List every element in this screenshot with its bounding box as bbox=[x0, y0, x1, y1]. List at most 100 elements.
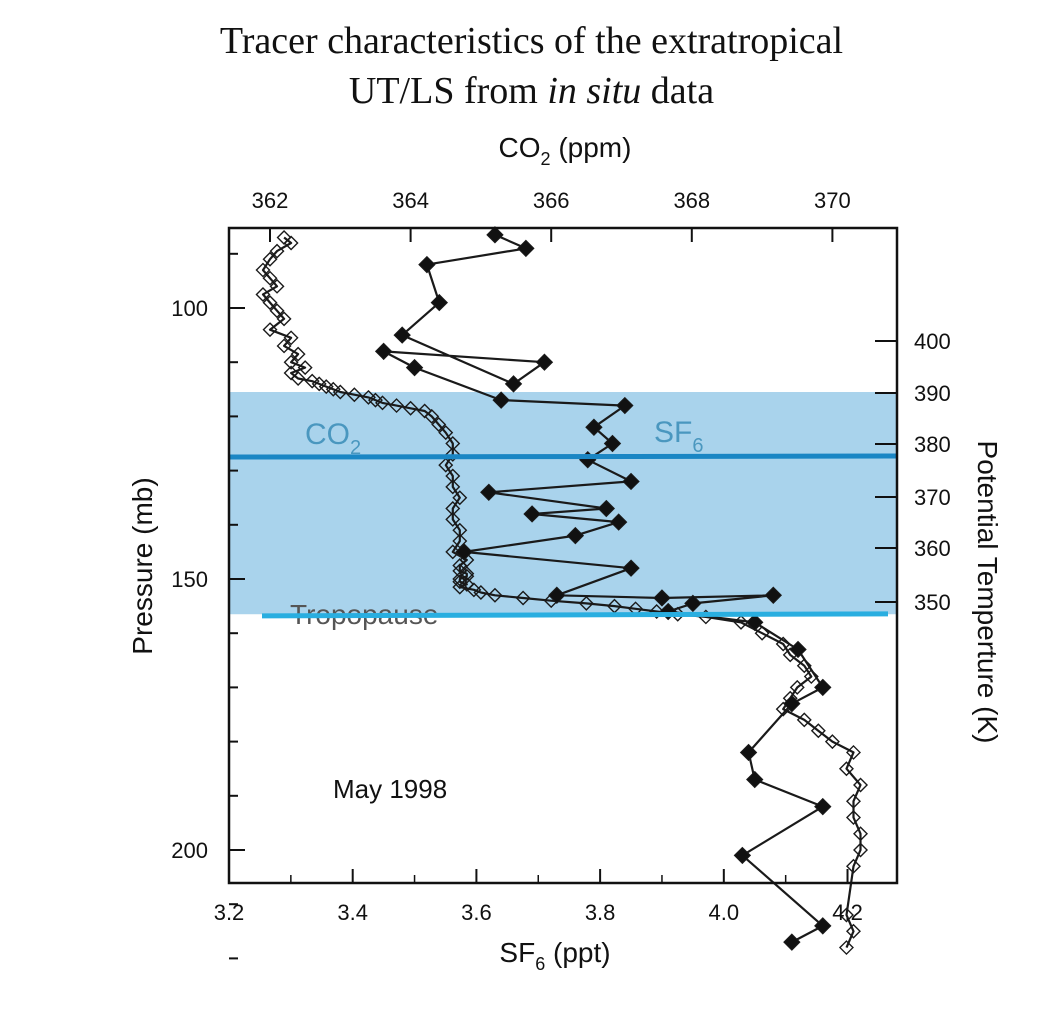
sf6-data-point bbox=[517, 239, 535, 258]
co2-data-point bbox=[846, 793, 861, 809]
sf6-data-point bbox=[603, 434, 622, 453]
sf6-data-point bbox=[535, 353, 554, 371]
sf6-data-point bbox=[684, 594, 702, 613]
co2-data-point bbox=[789, 679, 805, 695]
top-axis-label-post: (ppm) bbox=[551, 132, 632, 163]
co2-data-point bbox=[445, 511, 461, 527]
co2-data-point bbox=[290, 346, 306, 362]
co2-data-point bbox=[283, 235, 299, 251]
sf6-band-label-sub: 6 bbox=[692, 435, 703, 457]
right-axis-tick-label: 370 bbox=[914, 485, 951, 510]
co2-data-point bbox=[367, 392, 383, 408]
co2-data-point bbox=[824, 734, 840, 750]
co2-data-point bbox=[466, 582, 482, 598]
co2-data-point bbox=[445, 468, 461, 484]
sf6-data-point bbox=[783, 933, 801, 951]
co2-data-point bbox=[515, 590, 531, 606]
co2-data-point bbox=[318, 379, 334, 395]
sf6-data-point bbox=[764, 586, 783, 604]
left-axis-tick-label: 200 bbox=[171, 838, 208, 863]
co2-data-point bbox=[417, 403, 433, 419]
co2-data-point bbox=[311, 376, 327, 392]
bottom-axis-tick-label: 4.2 bbox=[832, 900, 863, 925]
co2-data-point bbox=[438, 425, 454, 441]
sf6-data-point bbox=[653, 589, 671, 607]
co2-data-point bbox=[487, 587, 503, 603]
plot-frame bbox=[227, 226, 899, 885]
sf6-band-label-main: SF bbox=[654, 416, 692, 449]
sf6-data-point bbox=[566, 526, 585, 545]
co2-data-point bbox=[846, 858, 861, 874]
co2-data-point bbox=[452, 490, 468, 506]
co2-data-point bbox=[803, 669, 819, 685]
series-layer bbox=[255, 226, 869, 956]
bottom-axis-label-sub: 6 bbox=[535, 954, 545, 974]
co2-data-point bbox=[297, 360, 313, 376]
co2-data-point bbox=[346, 387, 362, 403]
sf6-data-point bbox=[405, 358, 424, 377]
co2-data-point bbox=[276, 230, 292, 246]
sf6-data-point bbox=[585, 418, 603, 436]
top-axis-tick-label: 368 bbox=[673, 188, 710, 213]
co2-data-point bbox=[262, 270, 278, 286]
left-axis-tick-label: 100 bbox=[171, 296, 208, 321]
sf6-data-point bbox=[492, 391, 510, 409]
co2-data-point bbox=[276, 311, 292, 327]
right-axis-label: Potential Temperture (K) bbox=[972, 441, 1003, 744]
co2-data-point bbox=[283, 365, 299, 381]
co2-data-point bbox=[452, 571, 468, 587]
sf6-data-point bbox=[609, 513, 628, 531]
reference-lines bbox=[228, 453, 898, 619]
co2-data-point bbox=[452, 579, 468, 595]
co2-data-point bbox=[269, 303, 285, 319]
co2-data-point bbox=[846, 809, 861, 825]
co2-data-point bbox=[255, 262, 271, 278]
co2-data-point bbox=[438, 457, 454, 473]
sf6-data-point bbox=[814, 678, 832, 697]
right-axis-tick-label: 380 bbox=[914, 432, 951, 457]
co2-data-point bbox=[283, 330, 299, 346]
reference-line bbox=[261, 611, 889, 619]
co2-data-point bbox=[403, 400, 419, 416]
co2-data-point bbox=[389, 398, 405, 414]
sf6-data-point bbox=[418, 255, 436, 274]
co2-data-point bbox=[304, 373, 320, 389]
co2-data-point bbox=[445, 544, 461, 560]
title-segment-3: data bbox=[641, 70, 715, 112]
right-axis-tick-label: 360 bbox=[914, 536, 951, 561]
date-annotation: May 1998 bbox=[333, 774, 447, 804]
title-segment-italic: in situ bbox=[547, 70, 642, 112]
top-axis-tick-label: 362 bbox=[252, 188, 289, 213]
co2-data-point bbox=[838, 940, 854, 956]
co2-data-point bbox=[473, 585, 489, 601]
co2-data-point bbox=[262, 322, 278, 338]
chart-title-line-1: Tracer characteristics of the extratropi… bbox=[219, 20, 844, 62]
co2-data-point bbox=[290, 370, 306, 386]
right-axis-tick-label: 350 bbox=[914, 590, 951, 615]
co2-data-point bbox=[262, 295, 278, 311]
bottom-axis-tick-label: 3.6 bbox=[461, 900, 492, 925]
sf6-data-point bbox=[739, 743, 758, 762]
co2-data-point bbox=[459, 566, 475, 582]
sf6-data-point bbox=[622, 472, 640, 491]
co2-data-point bbox=[255, 286, 271, 302]
bottom-axis-label-main: SF bbox=[499, 937, 535, 968]
co2-data-point bbox=[262, 251, 278, 267]
sf6-data-point bbox=[616, 396, 634, 415]
bottom-axis-label: SF6 (ppt) bbox=[499, 937, 610, 974]
sf6-data-point bbox=[486, 226, 504, 244]
co2-data-point bbox=[459, 576, 475, 592]
co2-data-point bbox=[796, 712, 812, 728]
right-axis-tick-label: 400 bbox=[914, 329, 951, 354]
left-axis-label: Pressure (mb) bbox=[127, 477, 158, 654]
bottom-axis-tick-label: 3.8 bbox=[585, 900, 616, 925]
sf6-data-point bbox=[746, 613, 764, 632]
co2-data-point bbox=[374, 395, 390, 411]
title-segment-1: UT/LS from bbox=[348, 70, 548, 112]
co2-data-point bbox=[424, 408, 440, 424]
co2-data-point bbox=[459, 568, 475, 584]
reference-line bbox=[228, 453, 898, 460]
bottom-axis-label-post: (ppt) bbox=[545, 937, 610, 968]
co2-band-label-sub: 2 bbox=[350, 437, 361, 459]
